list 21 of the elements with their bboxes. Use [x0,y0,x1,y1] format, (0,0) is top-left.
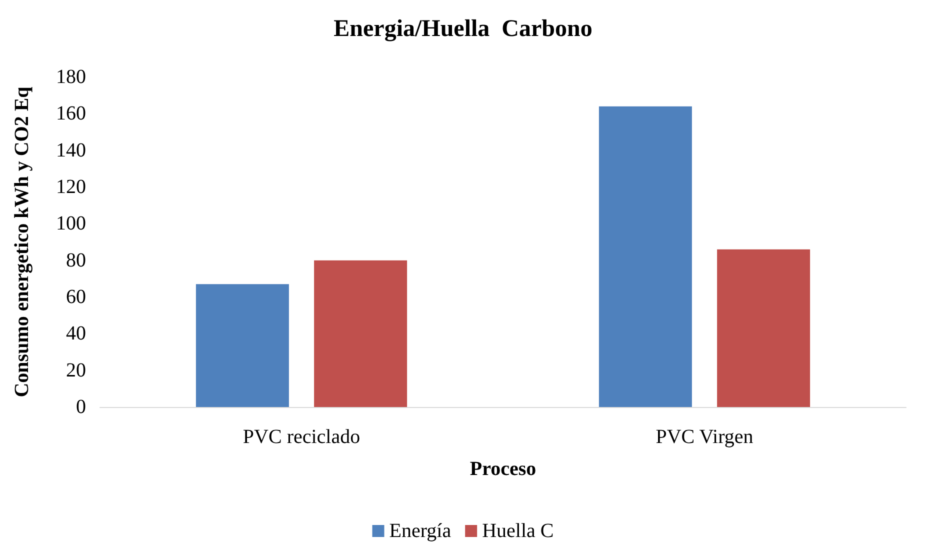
bar [196,284,289,407]
y-tick-label: 100 [56,212,86,235]
legend-label: Huella C [482,520,554,542]
y-tick-label: 40 [66,322,86,345]
x-axis-title: Proceso [470,458,536,480]
y-axis-title: Consumo energetico kWh y CO2 Eq [11,86,33,398]
y-tick-label: 160 [56,102,86,125]
y-tick-label: 60 [66,286,86,308]
x-tick-label: PVC reciclado [242,426,360,448]
y-tick-label: 20 [66,359,86,382]
y-tick-label: 0 [76,396,86,418]
bar [717,249,810,407]
y-tick-label: 80 [66,249,86,272]
bar [314,260,408,407]
bar [598,106,692,407]
x-tick-label: PVC Virgen [656,426,754,448]
y-tick-label: 120 [56,176,86,198]
legend-label: Energía [389,520,452,542]
y-tick-label: 140 [56,139,86,162]
chart-title: Energia/Huella Carbono [334,16,592,42]
y-tick-label: 180 [56,66,86,88]
